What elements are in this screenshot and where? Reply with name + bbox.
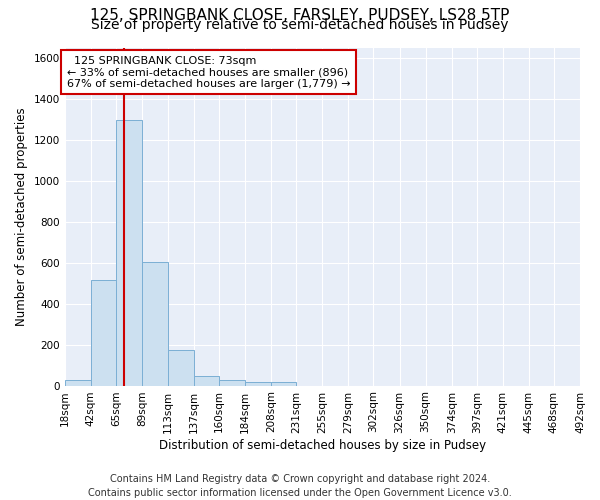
Text: Contains HM Land Registry data © Crown copyright and database right 2024.
Contai: Contains HM Land Registry data © Crown c… — [88, 474, 512, 498]
Bar — [116, 120, 142, 386]
Bar — [168, 350, 194, 386]
Bar — [142, 262, 168, 386]
Bar — [219, 380, 245, 386]
X-axis label: Distribution of semi-detached houses by size in Pudsey: Distribution of semi-detached houses by … — [159, 440, 486, 452]
Text: Size of property relative to semi-detached houses in Pudsey: Size of property relative to semi-detach… — [91, 18, 509, 32]
Bar — [271, 382, 296, 386]
Text: 125, SPRINGBANK CLOSE, FARSLEY, PUDSEY, LS28 5TP: 125, SPRINGBANK CLOSE, FARSLEY, PUDSEY, … — [91, 8, 509, 22]
Y-axis label: Number of semi-detached properties: Number of semi-detached properties — [15, 107, 28, 326]
Bar — [194, 376, 219, 386]
Bar — [245, 382, 271, 386]
Text: 125 SPRINGBANK CLOSE: 73sqm
← 33% of semi-detached houses are smaller (896)
67% : 125 SPRINGBANK CLOSE: 73sqm ← 33% of sem… — [67, 56, 350, 89]
Bar — [91, 280, 116, 386]
Bar — [65, 380, 91, 386]
